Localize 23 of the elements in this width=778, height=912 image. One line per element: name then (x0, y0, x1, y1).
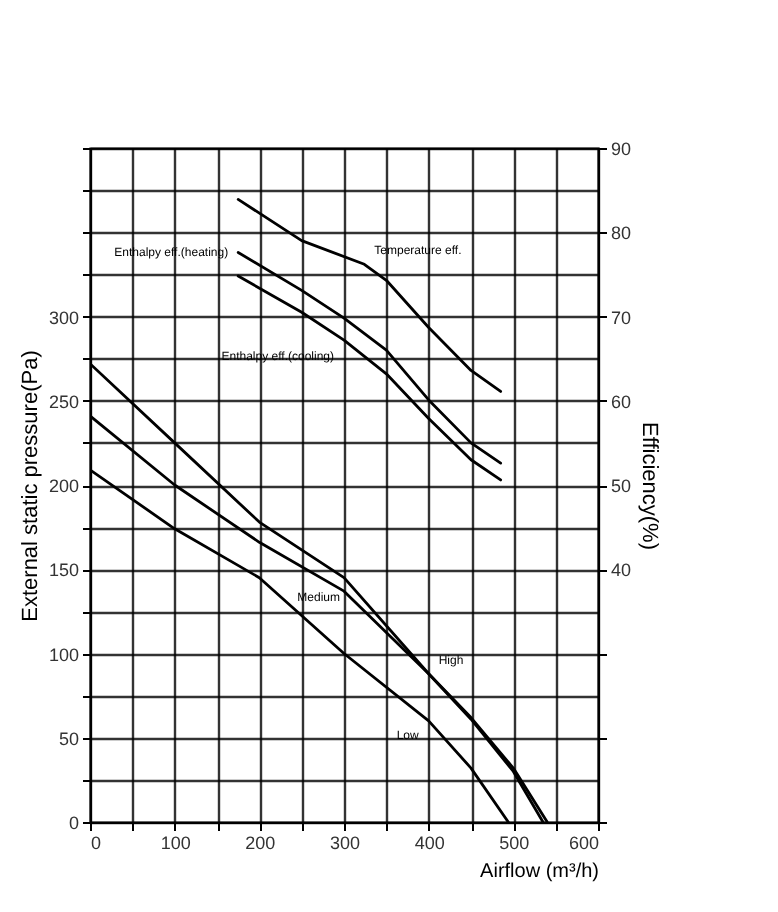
x-tick-label: 400 (414, 833, 445, 853)
x-axis-title: Airflow (m³/h) (480, 861, 599, 883)
x-tick-label: 0 (91, 833, 102, 853)
y-tick-label: 250 (48, 391, 79, 412)
y-tick-label: 0 (68, 813, 79, 833)
y-tick-label: 150 (48, 560, 79, 581)
y2-tick-label: 40 (611, 560, 632, 581)
y2-tick-label: 90 (611, 139, 632, 159)
x-tick-label: 200 (245, 833, 276, 853)
y2-tick-label: 70 (611, 307, 632, 328)
x-tick-label: 500 (499, 833, 530, 853)
y-tick-label: 200 (48, 476, 79, 496)
y2-axis-title: Efficiency(%) (637, 422, 662, 550)
y2-tick-label: 80 (611, 223, 632, 244)
y-tick-label: 300 (48, 307, 79, 328)
x-tick-label: 600 (568, 833, 599, 853)
y-tick-label: 100 (48, 644, 79, 665)
y-tick-label: 50 (58, 728, 79, 749)
y-axis-title: External static pressure(Pa) (18, 350, 43, 622)
y2-tick-label: 60 (611, 391, 632, 412)
x-tick-label: 100 (160, 833, 191, 853)
x-tick-label: 300 (329, 833, 361, 853)
y2-tick-label: 50 (611, 476, 632, 496)
